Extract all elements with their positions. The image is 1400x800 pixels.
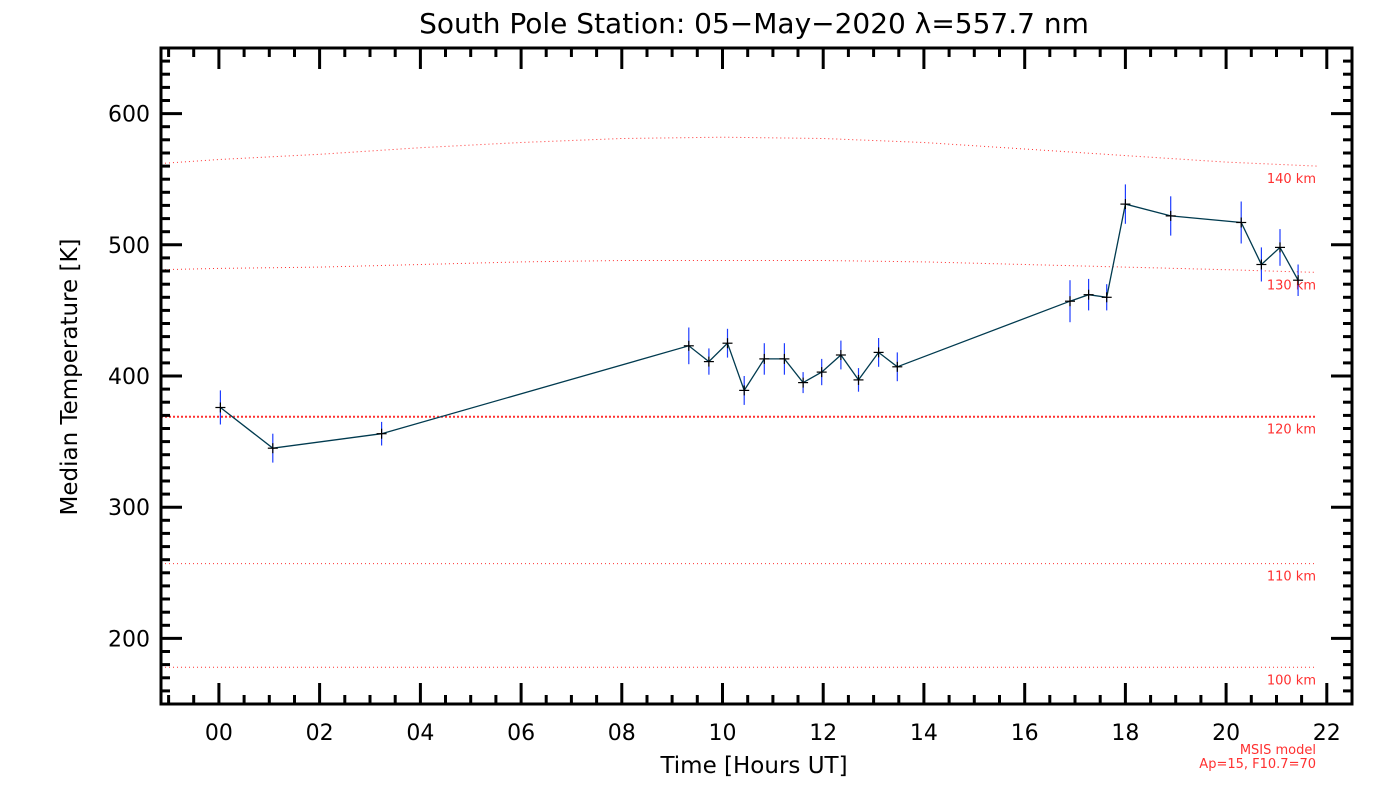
msis-label-140-km: 140 km: [1267, 172, 1316, 187]
x-tick-label: 18: [1111, 721, 1139, 746]
data-point: [722, 338, 733, 349]
x-tick-label: 20: [1212, 721, 1240, 746]
x-tick-label: 06: [507, 721, 535, 746]
data-point: [1083, 289, 1094, 300]
data-point: [376, 428, 387, 439]
data-point: [853, 374, 864, 385]
y-tick-label: 500: [108, 234, 150, 259]
msis-model-lines: 140 km 130 km 120 km 110 km 100 km: [160, 136, 1317, 688]
x-tick-label: 10: [709, 721, 737, 746]
msis-label-130-km: 130 km: [1267, 278, 1316, 293]
x-tick-label: 14: [910, 721, 938, 746]
data-point: [892, 361, 903, 372]
msis-note-line-1: MSIS model: [1240, 743, 1316, 758]
data-point: [1293, 275, 1304, 286]
x-axis-label: Time [Hours UT]: [659, 753, 847, 779]
y-tick-label: 600: [108, 103, 150, 128]
data-series: [215, 184, 1304, 463]
y-axis-label: Median Temperature [K]: [57, 239, 83, 516]
axis-ticks: [161, 46, 1354, 706]
y-tick-label: 400: [108, 365, 150, 390]
data-point: [267, 443, 278, 454]
data-point: [739, 385, 750, 396]
data-point: [1275, 242, 1285, 253]
x-tick-label: 00: [205, 721, 233, 746]
data-point: [703, 356, 714, 367]
data-point: [1165, 210, 1176, 221]
msis-label-110-km: 110 km: [1267, 570, 1316, 585]
data-point: [835, 350, 846, 360]
data-point: [798, 377, 809, 388]
data-point: [683, 340, 694, 351]
msis-line-140-km: [160, 136, 1317, 167]
x-tick-label: 12: [809, 721, 837, 746]
x-tick-label: 08: [608, 721, 636, 746]
data-point: [1256, 259, 1267, 270]
x-tick-label: 16: [1011, 721, 1039, 746]
data-point: [779, 353, 790, 364]
plot-frame: [159, 46, 1354, 706]
msis-line-130-km: [160, 260, 1317, 273]
y-tick-label: 200: [108, 627, 150, 652]
x-tick-label: 04: [406, 721, 434, 746]
data-point: [1120, 199, 1131, 210]
data-point: [816, 367, 827, 378]
data-point: [1065, 296, 1075, 307]
axis-tick-labels: 00 02 04 06 08 10 12 14 16 18 20 22 200 300 400 500 600: [108, 103, 1341, 746]
x-tick-label: 02: [306, 721, 334, 746]
data-point: [1236, 217, 1247, 228]
chart-title: South Pole Station: 05−May−2020 λ=557.7 …: [419, 7, 1089, 40]
msis-label-100-km: 100 km: [1267, 673, 1316, 688]
y-tick-label: 300: [108, 496, 150, 521]
data-point: [759, 353, 770, 364]
msis-note-line-2: Ap=15, F10.7=70: [1199, 757, 1316, 772]
data-point: [873, 347, 884, 358]
data-point: [215, 402, 226, 413]
series-line: [220, 203, 1299, 449]
msis-label-120-km: 120 km: [1267, 423, 1316, 438]
x-tick-label: 22: [1313, 721, 1341, 746]
data-point: [1101, 292, 1112, 303]
